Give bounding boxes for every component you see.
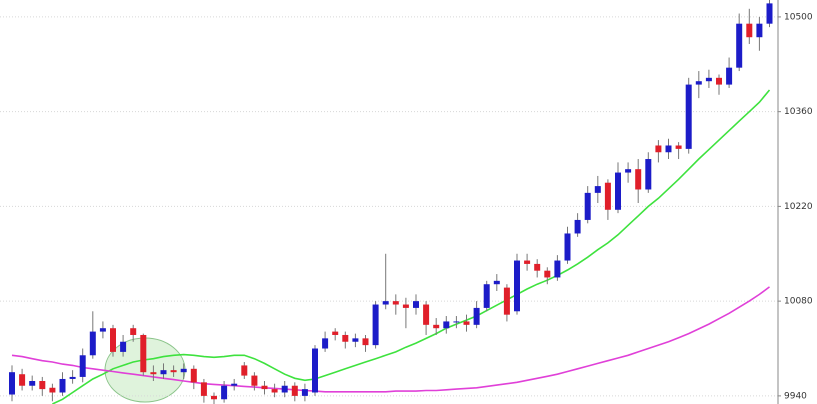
candle-body bbox=[635, 169, 642, 190]
candle-body bbox=[281, 385, 288, 393]
candle-body bbox=[211, 395, 217, 400]
candle-body bbox=[685, 84, 692, 149]
candle-body bbox=[180, 368, 187, 373]
candle-body bbox=[736, 23, 743, 68]
candle-body bbox=[473, 307, 480, 325]
candle-body bbox=[312, 348, 318, 393]
candle-body bbox=[675, 145, 682, 149]
candle-body bbox=[372, 304, 379, 346]
candle-body bbox=[655, 145, 662, 153]
candle-body bbox=[69, 376, 76, 379]
candle-body bbox=[574, 219, 581, 234]
candle-body bbox=[362, 338, 369, 346]
candle-body bbox=[352, 338, 359, 342]
candle-body bbox=[645, 159, 652, 190]
candle-body bbox=[524, 260, 531, 264]
candle-body bbox=[726, 67, 733, 85]
candle-body bbox=[49, 387, 56, 393]
candle-body bbox=[241, 365, 248, 376]
candle-body bbox=[39, 380, 46, 390]
candle-body bbox=[564, 233, 571, 261]
candle-body bbox=[231, 383, 238, 386]
candle-body bbox=[514, 260, 520, 312]
candle-body bbox=[110, 328, 116, 352]
candle-body bbox=[150, 372, 157, 375]
candle-body bbox=[200, 382, 207, 396]
candle-body bbox=[453, 321, 460, 323]
candle-body bbox=[130, 328, 137, 335]
candle-body bbox=[584, 192, 591, 220]
candle-body bbox=[140, 334, 147, 373]
candle-body bbox=[503, 287, 510, 315]
candle-body bbox=[443, 321, 450, 329]
candle-body bbox=[534, 263, 541, 271]
candle-body bbox=[89, 331, 96, 356]
y-tick-label: 10500 bbox=[784, 12, 813, 22]
candle-body bbox=[392, 301, 399, 305]
candle-body bbox=[160, 370, 167, 375]
candle-body bbox=[301, 389, 308, 396]
candle-body bbox=[79, 355, 86, 377]
candle-body bbox=[716, 77, 722, 85]
candle-body bbox=[59, 378, 66, 393]
candle-body bbox=[766, 3, 773, 24]
candle-body bbox=[221, 385, 228, 400]
y-tick-label: 9940 bbox=[784, 391, 807, 401]
candle-body bbox=[625, 169, 632, 173]
candle-body bbox=[463, 321, 470, 325]
ma-line bbox=[11, 286, 770, 393]
y-tick-label: 10220 bbox=[784, 202, 813, 212]
candle-body bbox=[251, 375, 258, 386]
candle-body bbox=[594, 186, 601, 193]
candle-body bbox=[402, 304, 409, 308]
candle-body bbox=[413, 301, 419, 308]
candle-body bbox=[705, 77, 712, 82]
candle-body bbox=[271, 389, 278, 393]
candle-body bbox=[615, 172, 621, 210]
candle-body bbox=[9, 372, 15, 395]
candle-body bbox=[604, 182, 611, 210]
candle-body bbox=[423, 304, 430, 325]
candle-body bbox=[322, 338, 329, 349]
candle-body bbox=[544, 270, 551, 278]
candle-body bbox=[170, 370, 177, 373]
y-tick-label: 10360 bbox=[784, 107, 813, 117]
candle-body bbox=[291, 385, 298, 396]
candle-body bbox=[695, 81, 702, 85]
candle-body bbox=[120, 341, 127, 352]
candle-body bbox=[756, 23, 763, 38]
candle-body bbox=[493, 280, 500, 285]
candle-body bbox=[483, 284, 490, 308]
candle-body bbox=[382, 301, 389, 305]
ma-line bbox=[52, 89, 771, 404]
candle-body bbox=[342, 334, 349, 342]
candle-body bbox=[665, 145, 672, 153]
candle-body bbox=[29, 380, 36, 386]
candle-body bbox=[554, 260, 561, 278]
candle-body bbox=[332, 331, 339, 335]
y-tick-label: 10080 bbox=[784, 297, 813, 307]
candle-body bbox=[261, 385, 268, 390]
candle-body bbox=[433, 324, 440, 329]
candle-body bbox=[99, 328, 106, 332]
candle-body bbox=[19, 374, 26, 386]
candle-body bbox=[746, 23, 753, 38]
candle-body bbox=[190, 368, 197, 383]
